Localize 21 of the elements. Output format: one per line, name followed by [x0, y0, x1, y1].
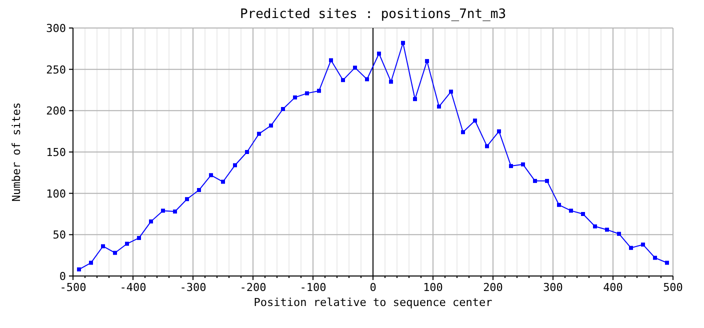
- y-tick-label: 300: [46, 22, 66, 35]
- y-tick-label: 100: [46, 187, 66, 200]
- x-tick-label: 500: [663, 281, 683, 294]
- y-tick-label: 250: [46, 63, 66, 76]
- y-tick-label: 50: [52, 228, 66, 242]
- x-tick-label: -500: [60, 281, 86, 294]
- x-tick-label: 100: [423, 281, 443, 294]
- x-tick-label: 200: [483, 281, 503, 294]
- x-tick-label: -400: [120, 281, 146, 294]
- chart-title: Predicted sites : positions_7nt_m3: [240, 7, 506, 22]
- x-tick-label: 0: [370, 281, 376, 294]
- x-tick-label: -300: [180, 281, 206, 294]
- y-tick-label: 0: [59, 270, 66, 283]
- x-tick-label: 300: [543, 281, 563, 294]
- y-tick-label: 200: [46, 104, 66, 118]
- x-tick-label: 400: [603, 281, 623, 294]
- y-axis-title: Number of sites: [10, 102, 23, 202]
- y-tick-label: 150: [46, 146, 66, 159]
- x-axis-title: Position relative to sequence center: [254, 296, 493, 309]
- x-tick-label: -100: [300, 281, 326, 294]
- x-tick-label: -200: [240, 281, 266, 294]
